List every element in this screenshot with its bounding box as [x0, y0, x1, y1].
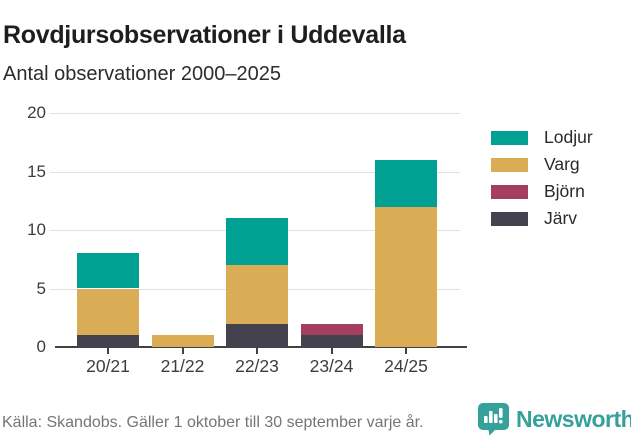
gridline-y15 — [50, 171, 460, 173]
bar-segment-varg-24-25 — [375, 206, 437, 347]
legend-swatch-jarv — [491, 211, 528, 226]
legend-item-varg: Varg — [491, 151, 593, 178]
bar-segment-lodjur-22-23 — [226, 218, 288, 266]
bar-segment-lodjur-24-25 — [375, 159, 437, 207]
y-axis-tick-label: 5 — [36, 278, 46, 298]
chart-legend: Lodjur Varg Björn Järv — [491, 124, 593, 232]
bar-segment-varg-22-23 — [226, 265, 288, 324]
x-axis-tick-label: 23/24 — [309, 356, 354, 376]
legend-swatch-bjorn — [491, 184, 528, 199]
bar-segment-varg-20-21 — [77, 288, 139, 336]
y-axis-tick-label: 10 — [27, 220, 46, 239]
x-axis-tick-label: 21/22 — [160, 356, 205, 376]
legend-item-jarv: Järv — [491, 205, 593, 232]
x-axis-tick-label: 24/25 — [384, 356, 428, 376]
legend-label: Varg — [544, 154, 580, 174]
legend-label: Lodjur — [544, 127, 593, 147]
newsworthy-wordmark: Newsworthy — [516, 405, 631, 432]
x-axis-tick — [107, 348, 109, 354]
bar-segment-björn-23-24 — [300, 323, 363, 336]
bar-segment-järv-23-24 — [300, 335, 363, 347]
x-axis-tick — [256, 348, 258, 354]
newsworthy-bubble-chart-icon — [478, 403, 509, 436]
x-axis-tick — [405, 348, 407, 354]
legend-swatch-lodjur — [491, 130, 528, 145]
y-axis-tick-label: 20 — [27, 103, 46, 122]
newsworthy-logo: Newsworthy — [477, 402, 631, 436]
bar-segment-järv-22-23 — [226, 323, 288, 347]
bar-segment-lodjur-20-21 — [77, 253, 139, 289]
chart-title: Rovdjursobservationer i Uddevalla — [3, 20, 406, 49]
legend-item-bjorn: Björn — [491, 178, 593, 205]
x-axis-tick-label: 20/21 — [86, 356, 130, 376]
x-axis-line — [55, 346, 467, 348]
x-axis-tick-label: 22/23 — [235, 356, 279, 376]
bar-segment-järv-20-21 — [77, 335, 139, 347]
bar-segment-varg-21-22 — [151, 335, 214, 347]
legend-swatch-varg — [491, 157, 528, 172]
legend-label: Järv — [544, 208, 578, 228]
x-axis-tick — [181, 348, 184, 354]
gridline-y20 — [50, 113, 460, 114]
source-note: Källa: Skandobs. Gäller 1 oktober till 3… — [2, 414, 424, 431]
chart-subtitle: Antal observationer 2000–2025 — [3, 63, 281, 85]
y-axis-tick-label: 15 — [27, 161, 46, 181]
y-axis-tick-label: 0 — [36, 337, 46, 356]
x-axis-tick — [330, 348, 333, 354]
legend-label: Björn — [544, 181, 585, 201]
legend-item-lodjur: Lodjur — [491, 124, 593, 151]
